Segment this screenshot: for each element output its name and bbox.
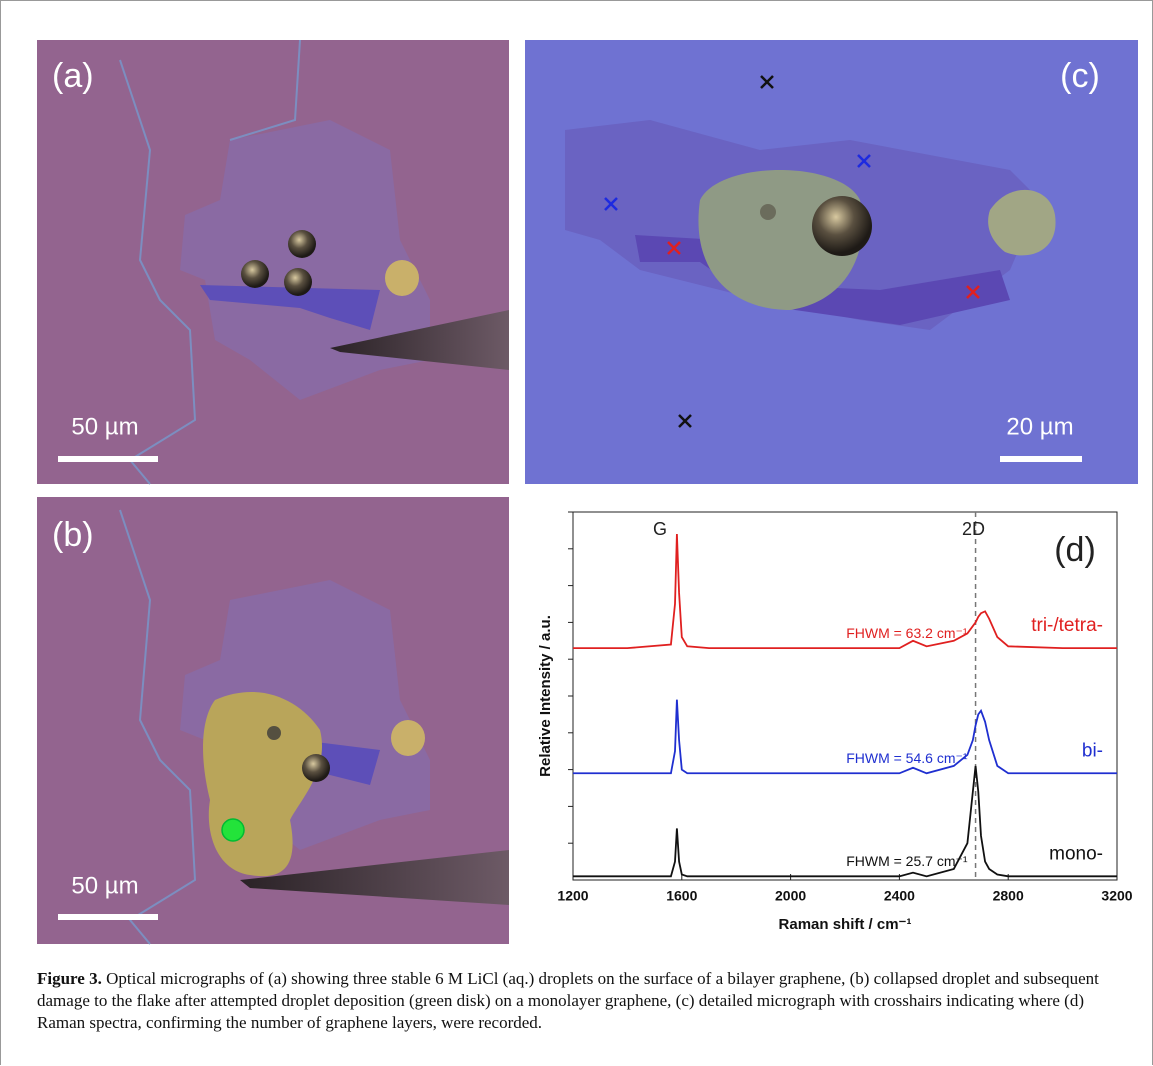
panel-label: (b) <box>52 516 94 554</box>
scale-bar-label: 50 µm <box>71 872 138 899</box>
caption: Figure 3. Optical micrographs of (a) sho… <box>37 968 1127 1034</box>
y-axis-label: Relative Intensity / a.u. <box>537 615 554 777</box>
raman-chart: (d) Raman shift / cm⁻¹ Relative Intensit… <box>537 512 1133 933</box>
x-tick-label: 1600 <box>666 888 697 904</box>
x-tick-label: 1200 <box>557 888 588 904</box>
series-label: mono- <box>1049 843 1103 864</box>
panel-label: (d) <box>1054 531 1096 569</box>
x-tick-label: 2400 <box>884 888 915 904</box>
scale-bar <box>58 914 158 920</box>
x-tick-label: 2000 <box>775 888 806 904</box>
panel-label: (a) <box>52 57 94 95</box>
fwhm-label: FHWM = 63.2 cm⁻¹ <box>846 625 968 641</box>
x-axis-label: Raman shift / cm⁻¹ <box>779 916 912 933</box>
x-tick-label: 3200 <box>1101 888 1132 904</box>
caption-text: Optical micrographs of (a) showing three… <box>37 969 1099 1032</box>
x-tick-label: 2800 <box>993 888 1024 904</box>
micrograph-c: (c) 20 µm <box>525 40 1138 484</box>
spectrum <box>573 700 1117 774</box>
figure: (a) 50 µm (c) 20 µm <box>0 0 1153 960</box>
peak-label: G <box>653 519 667 539</box>
fwhm-label: FHWM = 25.7 cm⁻¹ <box>846 853 968 869</box>
spectrum <box>573 766 1117 876</box>
scale-bar-label: 50 µm <box>71 413 138 440</box>
scale-bar <box>1000 456 1082 462</box>
scale-bar <box>58 456 158 462</box>
micrograph-b: (b) 50 µm <box>37 497 509 944</box>
series-label: tri-/tetra- <box>1031 615 1103 636</box>
scale-bar-label: 20 µm <box>1006 413 1073 440</box>
panel-label: (c) <box>1060 57 1100 95</box>
fwhm-label: FHWM = 54.6 cm⁻¹ <box>846 750 968 766</box>
caption-label: Figure 3. <box>37 969 102 988</box>
series-label: bi- <box>1082 740 1103 761</box>
micrograph-a: (a) 50 µm <box>37 40 509 484</box>
peak-label: 2D <box>962 519 985 539</box>
